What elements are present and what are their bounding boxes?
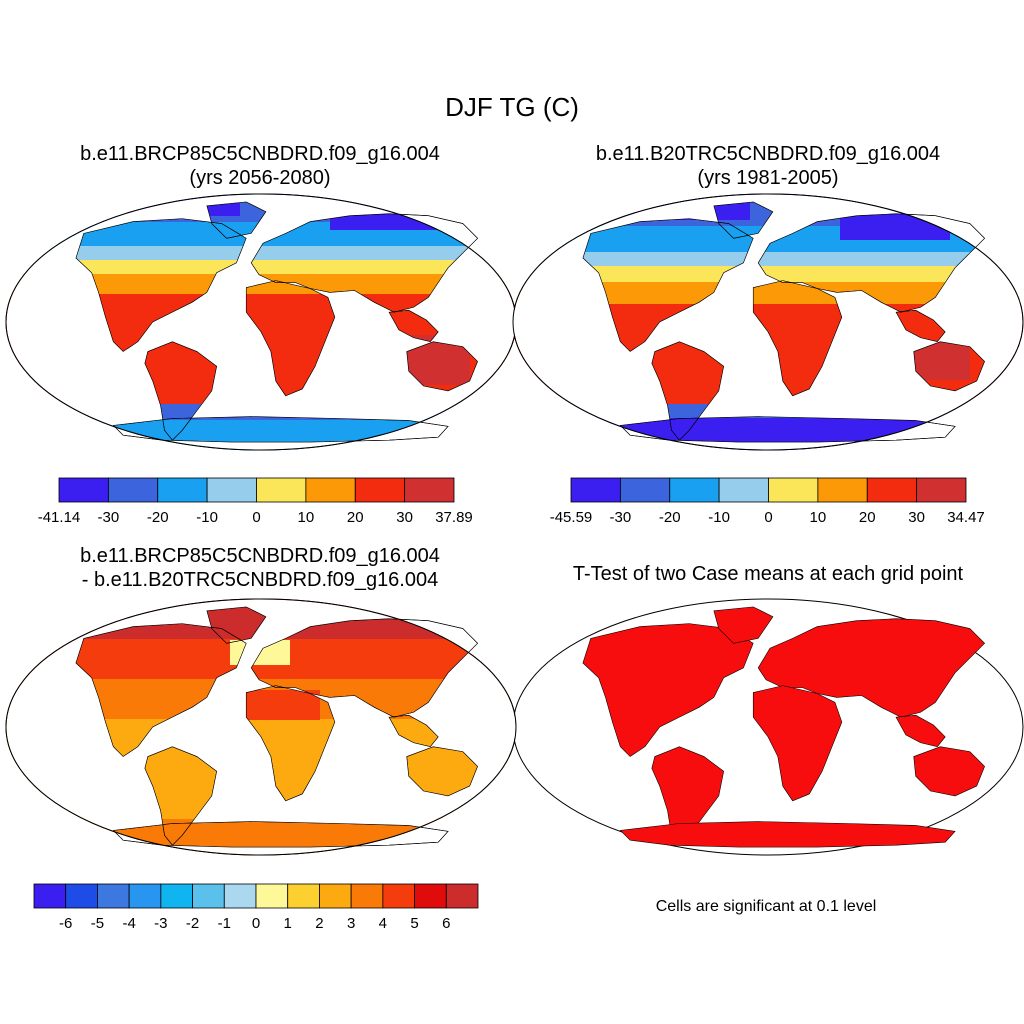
panel-3-title-case-a: b.e11.BRCP85C5CNBDRD.f09_g16.004 xyxy=(80,545,440,567)
panel-4-map xyxy=(512,598,1024,856)
ocean-masks xyxy=(5,193,1024,856)
ocean-mask-p1 xyxy=(6,194,516,450)
panel-1-colorbar-label-2: -20 xyxy=(147,509,169,526)
panel-3-colorbar-swatch-1 xyxy=(65,883,98,909)
panel-3-title: b.e11.BRCP85C5CNBDRD.f09_g16.004 - b.e11… xyxy=(10,544,510,592)
panel-3-colorbar-label-8: 2 xyxy=(315,915,323,932)
panel-3-colorbar-label-11: 5 xyxy=(410,915,418,932)
panel-3-colorbar-swatch-8 xyxy=(287,883,320,909)
panel-2-colorbar-swatch-0 xyxy=(570,477,621,503)
panel-3-colorbar-swatch-5 xyxy=(192,883,225,909)
panel-1-title-years: (yrs 2056-2080) xyxy=(189,167,331,189)
panel-2-colorbar-label-2: -20 xyxy=(659,509,681,526)
panel-3-colorbar-label-4: -2 xyxy=(186,915,199,932)
panel-1-colorbar-label-7: 30 xyxy=(396,509,413,526)
map-outline-p2 xyxy=(512,193,1024,451)
panel-1-colorbar-swatch-2 xyxy=(157,477,208,503)
panel-3-colorbar-swatch-10 xyxy=(350,883,384,909)
ocean-mask-p3 xyxy=(6,599,516,855)
panel-1-colorbar-swatch-1 xyxy=(107,477,159,503)
panel-3-colorbar-swatch-12 xyxy=(414,883,447,909)
panel-1-colorbar-swatch-4 xyxy=(256,477,307,503)
panel-3-colorbar-label-1: -5 xyxy=(91,915,104,932)
panel-2-colorbar-swatch-7 xyxy=(916,477,967,503)
panel-2-colorbar-label-5: 10 xyxy=(810,509,827,526)
panel-2-colorbar-swatch-4 xyxy=(768,477,819,503)
panel-2-title-case: b.e11.B20TRC5CNBDRD.f09_g16.004 xyxy=(595,143,941,165)
panel-2-colorbar-swatch-3 xyxy=(718,477,769,503)
panel-3-colorbar-swatch-7 xyxy=(255,883,289,909)
panel-1-title-case: b.e11.BRCP85C5CNBDRD.f09_g16.004 xyxy=(80,143,440,165)
panel-3-colorbar-swatch-11 xyxy=(382,883,415,909)
panel-1-colorbar-swatch-3 xyxy=(206,477,257,503)
figure-title: DJF TG (C) xyxy=(445,92,579,122)
panel-3-colorbar-swatch-4 xyxy=(160,883,193,909)
panel-1-colorbar-label-3: -10 xyxy=(196,509,218,526)
panel-2-title: b.e11.B20TRC5CNBDRD.f09_g16.004 (yrs 198… xyxy=(518,142,1018,190)
panel-2-colorbar-swatch-6 xyxy=(866,477,918,503)
panel-3-colorbar-swatch-3 xyxy=(128,883,162,909)
significance-note: Cells are significant at 0.1 level xyxy=(655,898,877,915)
panel-3-colorbar-label-3: -3 xyxy=(154,915,167,932)
ocean-mask-p2 xyxy=(513,194,1023,450)
panel-1-colorbar: -41.14 -30 -20 -10 0 10 20 30 37.89 xyxy=(38,477,473,526)
panel-3-colorbar-swatch-2 xyxy=(97,883,130,909)
panel-3-colorbar-label-6: 0 xyxy=(252,915,260,932)
panel-1-colorbar-label-6: 20 xyxy=(347,509,364,526)
panel-1-colorbar-swatch-6 xyxy=(354,477,406,503)
panel-1-colorbar-swatch-5 xyxy=(305,477,356,503)
panel-3-colorbar-label-9: 3 xyxy=(347,915,355,932)
panel-3-colorbar-swatch-0 xyxy=(33,883,67,909)
panel-3-colorbar: -6 -5 -4 -3 -2 -1 0 1 2 3 4 5 6 xyxy=(33,883,479,932)
panel-3-colorbar-swatch-9 xyxy=(319,883,352,909)
panel-1-title: b.e11.BRCP85C5CNBDRD.f09_g16.004 (yrs 20… xyxy=(10,142,510,190)
panel-3-colorbar-label-5: -1 xyxy=(218,915,231,932)
panel-2-colorbar-label-7: 30 xyxy=(908,509,925,526)
panel-3-colorbar-label-0: -6 xyxy=(59,915,72,932)
map-outline-p3 xyxy=(5,598,517,856)
panel-2-title-years: (yrs 1981-2005) xyxy=(697,167,839,189)
panel-3-colorbar-swatch-6 xyxy=(223,883,257,909)
panel-1-colorbar-label-0: -41.14 xyxy=(38,509,81,526)
panel-1-colorbar-label-4: 0 xyxy=(252,509,260,526)
panel-2-colorbar-label-3: -10 xyxy=(708,509,730,526)
panel-3-colorbar-label-2: -4 xyxy=(122,915,135,932)
panel-2-colorbar-swatch-1 xyxy=(619,477,671,503)
panel-2-colorbar: -45.59 -30 -20 -10 0 10 20 30 34.47 xyxy=(550,477,985,526)
panel-2-colorbar-swatch-5 xyxy=(817,477,868,503)
panel-2-colorbar-label-6: 20 xyxy=(859,509,876,526)
panel-2-colorbar-swatch-2 xyxy=(669,477,720,503)
panel-3-colorbar-label-12: 6 xyxy=(442,915,450,932)
panel-3-colorbar-label-10: 4 xyxy=(379,915,387,932)
panel-1-colorbar-label-1: -30 xyxy=(98,509,120,526)
panel-1-colorbar-swatch-0 xyxy=(58,477,109,503)
panel-4-title: T-Test of two Case means at each grid po… xyxy=(572,563,964,585)
panel-3-title-case-b: - b.e11.B20TRC5CNBDRD.f09_g16.004 xyxy=(81,569,439,591)
panel-2-colorbar-label-1: -30 xyxy=(610,509,632,526)
panel-2-colorbar-label-8: 34.47 xyxy=(947,509,985,526)
panel-1-colorbar-swatch-7 xyxy=(404,477,455,503)
panel-3-colorbar-label-7: 1 xyxy=(284,915,292,932)
panel-3-colorbar-swatch-13 xyxy=(445,883,479,909)
panel-1-colorbar-label-8: 37.89 xyxy=(435,509,473,526)
panel-2-colorbar-label-4: 0 xyxy=(764,509,772,526)
panel-1-colorbar-label-5: 10 xyxy=(298,509,315,526)
panel-2-colorbar-label-0: -45.59 xyxy=(550,509,593,526)
